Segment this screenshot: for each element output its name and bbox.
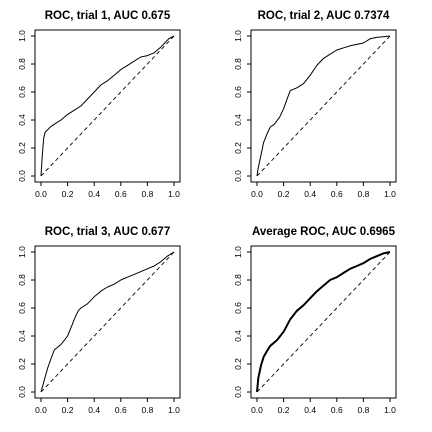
- y-tick-label: 1.0: [233, 30, 243, 42]
- y-tick-label: 1.0: [233, 246, 243, 258]
- x-tick-label: 0.4: [304, 405, 316, 415]
- x-tick-label: 0.6: [331, 189, 343, 199]
- roc-panel-1: ROC, trial 1, AUC 0.675 0.0 0.2 0.4 0.6 0.8 1.…: [17, 10, 181, 199]
- x-tick-label: 1.0: [168, 189, 180, 199]
- panel-title: Average ROC, AUC 0.6965: [252, 226, 396, 238]
- y-tick-label: 0.6: [17, 86, 27, 98]
- roc-curve: [256, 251, 391, 393]
- x-tick-label: 0.4: [88, 189, 100, 199]
- y-tick-label: 0.6: [233, 86, 243, 98]
- diagonal-reference-line: [40, 35, 175, 177]
- x-tick-label: 1.0: [168, 405, 180, 415]
- x-tick-label: 0.8: [141, 405, 153, 415]
- panel-title: ROC, trial 1, AUC 0.675: [45, 10, 171, 22]
- x-tick-label: 0.2: [278, 405, 290, 415]
- x-tick-label: 0.8: [141, 189, 153, 199]
- x-tick-label: 1.0: [384, 189, 396, 199]
- y-tick-label: 0.2: [233, 142, 243, 154]
- x-tick-label: 0.2: [278, 189, 290, 199]
- y-tick-label: 0.2: [17, 358, 27, 370]
- y-tick-label: 0.4: [17, 114, 27, 126]
- diagonal-reference-line: [256, 251, 391, 393]
- x-tick-label: 0.4: [304, 189, 316, 199]
- y-tick-label: 0.6: [233, 302, 243, 314]
- y-tick-label: 0.8: [17, 58, 27, 70]
- x-tick-label: 0.4: [88, 405, 100, 415]
- y-tick-label: 1.0: [17, 246, 27, 258]
- x-tick-label: 0.0: [35, 405, 47, 415]
- y-tick-label: 0.8: [233, 58, 243, 70]
- x-tick-label: 1.0: [384, 405, 396, 415]
- y-tick-label: 1.0: [17, 30, 27, 42]
- roc-panel-3: ROC, trial 3, AUC 0.677 0.0 0.2 0.4 0.6 0.8 1.…: [17, 226, 181, 415]
- plot-frame: [34, 29, 181, 183]
- y-tick-label: 0.0: [17, 386, 27, 398]
- y-tick-label: 0.8: [233, 274, 243, 286]
- roc-curve: [40, 251, 175, 393]
- y-tick-label: 0.2: [233, 358, 243, 370]
- diagonal-reference-line: [40, 251, 175, 393]
- roc-curve: [256, 35, 391, 177]
- x-tick-label: 0.6: [115, 189, 127, 199]
- panel-title: ROC, trial 3, AUC 0.677: [45, 226, 170, 238]
- x-tick-label: 0.8: [357, 405, 369, 415]
- y-tick-label: 0.4: [233, 330, 243, 342]
- panel-title: ROC, trial 2, AUC 0.7374: [258, 10, 390, 22]
- y-tick-label: 0.4: [233, 114, 243, 126]
- roc-panel-2: ROC, trial 2, AUC 0.7374 0.0 0.2 0.4 0.6 0.8 1…: [233, 10, 397, 199]
- plot-frame: [34, 245, 181, 399]
- x-tick-label: 0.0: [35, 189, 47, 199]
- roc-panel-4: Average ROC, AUC 0.6965 0.0 0.2 0.4 0.6 0.8 1.…: [233, 226, 397, 415]
- x-tick-label: 0.6: [115, 405, 127, 415]
- x-tick-label: 0.6: [331, 405, 343, 415]
- diagonal-reference-line: [256, 35, 391, 177]
- x-tick-label: 0.0: [251, 189, 263, 199]
- y-tick-label: 0.8: [17, 274, 27, 286]
- x-tick-label: 0.2: [62, 189, 74, 199]
- y-tick-label: 0.2: [17, 142, 27, 154]
- y-tick-label: 0.0: [233, 386, 243, 398]
- x-tick-label: 0.8: [357, 189, 369, 199]
- x-tick-label: 0.2: [62, 405, 74, 415]
- roc-curve: [40, 35, 175, 177]
- x-tick-label: 0.0: [251, 405, 263, 415]
- y-tick-label: 0.4: [17, 330, 27, 342]
- y-tick-label: 0.0: [17, 170, 27, 182]
- plot-frame: [250, 245, 397, 399]
- y-tick-label: 0.0: [233, 170, 243, 182]
- y-tick-label: 0.6: [17, 302, 27, 314]
- plot-frame: [250, 29, 397, 183]
